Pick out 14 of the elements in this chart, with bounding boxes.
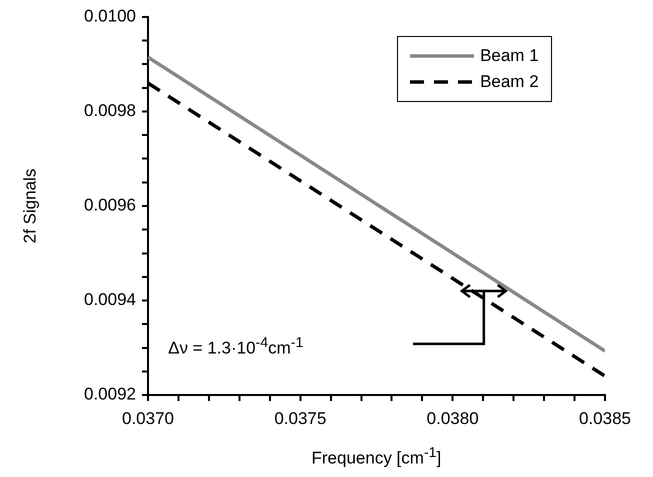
x-tick-label: 0.0380 [426, 408, 479, 428]
annotation: Δν = 1.3·10$^{-4}$cm$^{-1}$ [168, 334, 304, 358]
x-tick-label: 0.0385 [579, 408, 631, 428]
y-tick-label: 0.0092 [84, 384, 136, 404]
y-tick-label: 0.0094 [84, 290, 136, 310]
y-tick-label: 0.0096 [84, 196, 136, 215]
x-tick-label: 0.0370 [122, 408, 174, 428]
y-tick-label: 0.0098 [84, 101, 136, 120]
legend-label: Beam 1 [480, 46, 539, 66]
y-axis-title: 2f Signals [20, 168, 40, 244]
x-axis-title: Frequency [cm$^{-1}$] [312, 445, 442, 469]
x-tick-label: 0.0375 [274, 408, 326, 428]
legend-label: Beam 2 [480, 72, 539, 92]
y-tick-label: 0.0100 [84, 6, 136, 26]
